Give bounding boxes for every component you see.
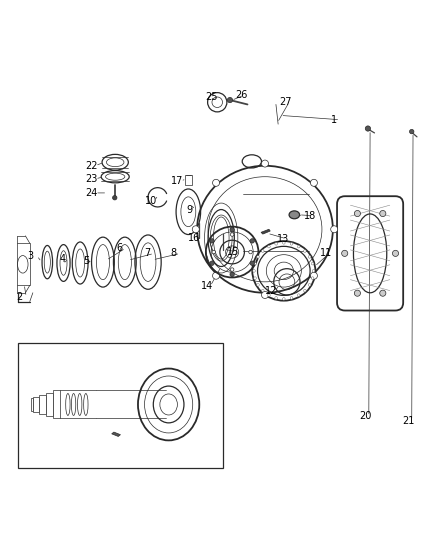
Circle shape [380,290,386,296]
Circle shape [410,130,414,134]
Circle shape [210,261,214,265]
Circle shape [261,292,268,298]
Circle shape [275,243,277,245]
Circle shape [354,211,360,216]
Polygon shape [33,397,39,413]
Circle shape [210,239,214,243]
Circle shape [354,290,360,296]
Text: 18: 18 [304,211,316,221]
Circle shape [380,211,386,216]
Circle shape [283,241,285,244]
Polygon shape [261,229,270,234]
Text: 12: 12 [265,286,277,296]
Circle shape [268,294,270,296]
Text: 26: 26 [235,90,247,100]
Circle shape [227,98,233,103]
Polygon shape [17,243,30,285]
Polygon shape [46,393,53,416]
Text: 8: 8 [171,248,177,259]
Circle shape [212,272,219,279]
Text: 13: 13 [277,234,290,244]
Circle shape [250,261,254,265]
Circle shape [308,255,311,258]
Circle shape [268,245,270,248]
Text: 11: 11 [320,248,332,259]
Bar [18,343,223,468]
Circle shape [261,289,264,292]
Text: 20: 20 [359,411,371,421]
Circle shape [230,268,234,271]
Circle shape [261,160,268,167]
Text: 5: 5 [83,256,89,266]
Text: 2: 2 [17,292,23,302]
Circle shape [304,250,306,252]
Circle shape [192,226,199,233]
Circle shape [297,294,300,296]
Circle shape [311,272,318,279]
Circle shape [290,243,293,245]
Text: 24: 24 [85,188,98,198]
Polygon shape [112,432,120,437]
Text: 21: 21 [402,416,414,426]
Circle shape [212,179,219,187]
Circle shape [208,93,227,112]
Circle shape [290,297,293,299]
Circle shape [113,196,117,200]
Circle shape [311,262,314,265]
Circle shape [230,233,234,236]
Polygon shape [31,398,33,410]
Circle shape [254,277,256,279]
Text: 14: 14 [201,281,213,291]
Circle shape [311,179,318,187]
Circle shape [254,262,256,265]
Circle shape [312,270,315,272]
Circle shape [297,245,300,248]
Circle shape [331,226,338,233]
Text: 4: 4 [59,254,65,264]
Text: 16: 16 [188,233,201,243]
Circle shape [311,277,314,279]
Bar [185,174,192,185]
Circle shape [392,251,399,256]
Text: 9: 9 [186,205,192,215]
Text: 10: 10 [145,196,157,206]
Text: 23: 23 [85,174,98,184]
Polygon shape [53,391,60,418]
Circle shape [275,297,277,299]
Circle shape [253,270,255,272]
Circle shape [261,250,264,252]
Circle shape [342,251,348,256]
Circle shape [304,289,306,292]
Text: 6: 6 [116,243,122,253]
Circle shape [257,255,259,258]
Circle shape [212,251,215,254]
Text: 15: 15 [227,247,239,257]
Ellipse shape [289,211,300,219]
Text: 1: 1 [331,115,337,125]
Circle shape [257,284,259,286]
Circle shape [283,297,285,300]
Circle shape [249,251,252,254]
Text: 25: 25 [205,92,218,102]
Polygon shape [39,395,46,414]
Text: 17: 17 [171,176,183,186]
Text: 7: 7 [145,248,151,259]
Circle shape [250,239,254,243]
Circle shape [365,126,371,131]
Circle shape [230,228,234,232]
Text: 3: 3 [27,251,33,261]
Circle shape [230,272,234,277]
Circle shape [308,284,311,286]
Text: 22: 22 [85,161,98,171]
FancyBboxPatch shape [337,196,403,311]
Text: 27: 27 [279,97,292,107]
